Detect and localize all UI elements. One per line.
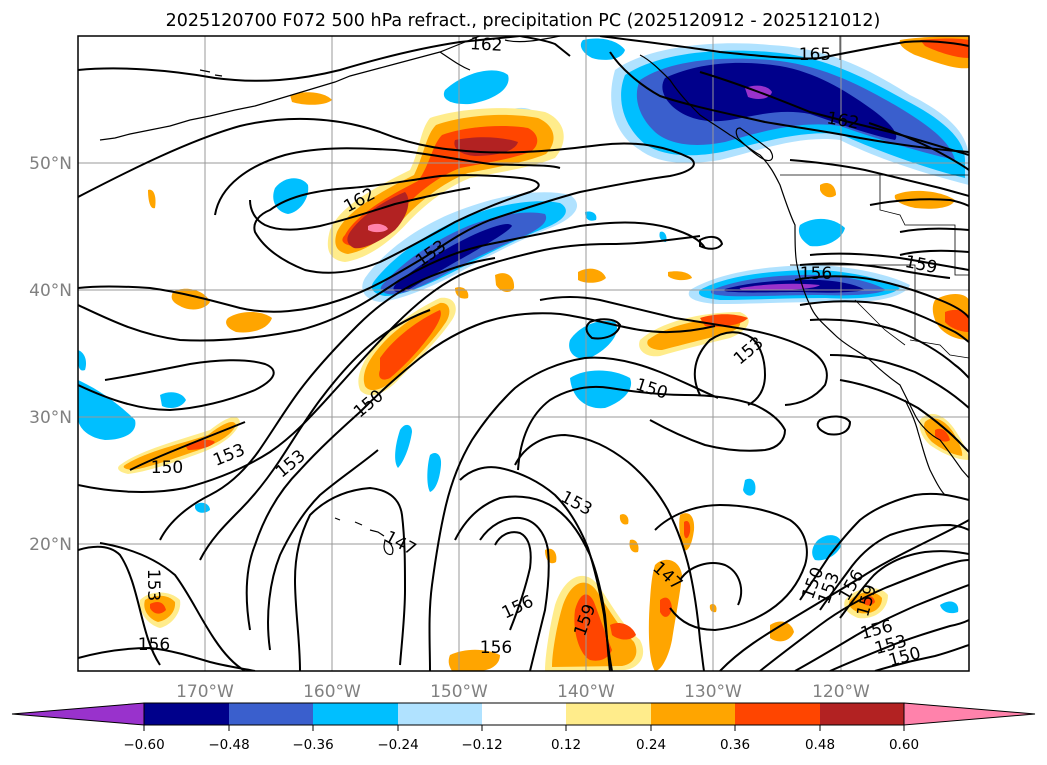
map-panel: 162 165 162 162 153 156 159 153 150 150 … <box>77 34 970 672</box>
lat-label: 50°N <box>29 154 72 174</box>
colorbar-tick-label: 0.36 <box>720 737 750 753</box>
lat-label: 20°N <box>29 535 72 555</box>
colorbar-tick-label: −0.24 <box>377 737 418 753</box>
lat-label: 40°N <box>29 281 72 301</box>
colorbar-ticks <box>143 725 905 731</box>
colorbar-tick-label: 0.60 <box>889 737 919 753</box>
colorbar-segment <box>735 703 820 725</box>
longitude-labels: 170°W 160°W 150°W 140°W 130°W 120°W <box>176 682 870 702</box>
contour-label: 156 <box>138 635 170 655</box>
colorbar-min-extend <box>11 702 145 726</box>
colorbar-max-extend <box>903 702 1036 726</box>
refractivity-contours <box>78 36 969 671</box>
colorbar-tick-label: 0.48 <box>805 737 835 753</box>
positive-precip-areas <box>118 36 969 671</box>
colorbar-tick-label: −0.60 <box>123 737 164 753</box>
contour-label: 156 <box>800 264 832 284</box>
contour-label: 153 <box>143 569 163 601</box>
colorbar-tick-label: 0.12 <box>551 737 581 753</box>
colorbar-tick-label: −0.12 <box>461 737 502 753</box>
lon-label: 120°W <box>812 682 870 702</box>
lon-label: 140°W <box>557 682 615 702</box>
contour-label: 165 <box>799 45 831 65</box>
lon-label: 160°W <box>303 682 361 702</box>
lon-label: 150°W <box>430 682 488 702</box>
figure-title: 2025120700 F072 500 hPa refract., precip… <box>166 11 881 31</box>
colorbar-segment <box>566 703 651 725</box>
map-frame <box>77 35 970 672</box>
lat-label: 30°N <box>29 408 72 428</box>
political-borders <box>780 36 969 359</box>
lon-label: 170°W <box>176 682 234 702</box>
colorbar-segment <box>820 703 904 725</box>
colorbar-segment <box>144 703 229 725</box>
colorbar-tick-label: −0.48 <box>208 737 249 753</box>
colorbar-segment <box>229 703 313 725</box>
colorbar: −0.60 −0.48 −0.36 −0.24 −0.12 0.12 0.24 … <box>11 702 1036 753</box>
latitude-labels: 20°N 30°N 40°N 50°N <box>29 154 72 555</box>
negative-precip-areas <box>78 38 969 614</box>
colorbar-segment <box>313 703 398 725</box>
colorbar-tick-label: 0.24 <box>636 737 666 753</box>
precipitation-shading <box>78 36 969 671</box>
contour-label: 162 <box>470 34 503 56</box>
colorbar-tick-labels: −0.60 −0.48 −0.36 −0.24 −0.12 0.12 0.24 … <box>123 737 919 753</box>
colorbar-tick-label: −0.36 <box>292 737 333 753</box>
colorbar-frame <box>143 702 905 726</box>
contour-label: 156 <box>480 638 512 658</box>
lon-label: 130°W <box>684 682 742 702</box>
colorbar-segment <box>482 703 566 725</box>
colorbar-segment <box>651 703 735 725</box>
colorbar-segment <box>398 703 482 725</box>
contour-label: 150 <box>151 458 183 478</box>
